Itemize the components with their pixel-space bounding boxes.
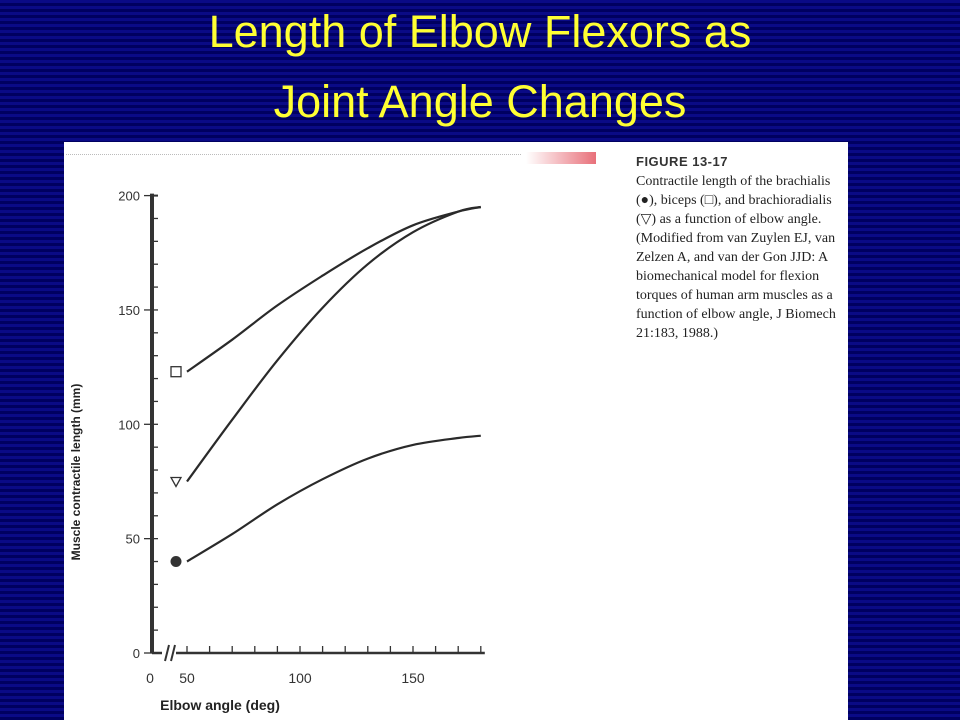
scan-dotted-rule bbox=[66, 154, 521, 155]
slide-title-line1: Length of Elbow Flexors as bbox=[208, 6, 752, 57]
y-axis-label: Muscle contractile length (mm) bbox=[69, 384, 83, 561]
red-color-strip bbox=[526, 152, 596, 164]
marker-square bbox=[170, 366, 182, 378]
chart-axes bbox=[150, 193, 485, 662]
slide-title-line2: Joint Angle Changes bbox=[273, 76, 687, 127]
y-tick-label: 0 bbox=[133, 646, 140, 661]
x-tick-label: 150 bbox=[401, 670, 425, 686]
series-line-square bbox=[186, 205, 482, 373]
marker-triangle bbox=[169, 476, 183, 488]
chart-series bbox=[186, 205, 482, 563]
chart-ticks: 0 50 100 150 200 0 50 100 150 bbox=[118, 189, 482, 686]
marker-circle bbox=[170, 556, 182, 568]
y-tick-label: 100 bbox=[118, 417, 140, 432]
x-axis-label: Elbow angle (deg) bbox=[160, 697, 280, 713]
axis-break-mark-1 bbox=[164, 644, 170, 662]
series-line-circle bbox=[186, 434, 481, 563]
figure-scan: 0 50 100 150 200 0 50 100 150 Elbow angle (deg) … bbox=[64, 142, 848, 720]
figure-caption: FIGURE 13-17 Contractile length of the b… bbox=[636, 152, 846, 343]
y-tick-label: 150 bbox=[118, 303, 140, 318]
axis-break-mark-2 bbox=[170, 644, 176, 662]
y-tick-label: 200 bbox=[118, 189, 140, 204]
x-tick-label: 100 bbox=[288, 670, 312, 686]
y-tick-label: 50 bbox=[126, 532, 140, 547]
chart-markers bbox=[169, 366, 183, 568]
x-tick-label: 50 bbox=[179, 670, 195, 686]
figure-label: FIGURE 13-17 bbox=[636, 154, 728, 169]
series-line-triangle bbox=[186, 205, 482, 483]
figure-caption-text: Contractile length of the brachialis (●)… bbox=[636, 174, 836, 341]
x-tick-label: 0 bbox=[146, 670, 154, 686]
